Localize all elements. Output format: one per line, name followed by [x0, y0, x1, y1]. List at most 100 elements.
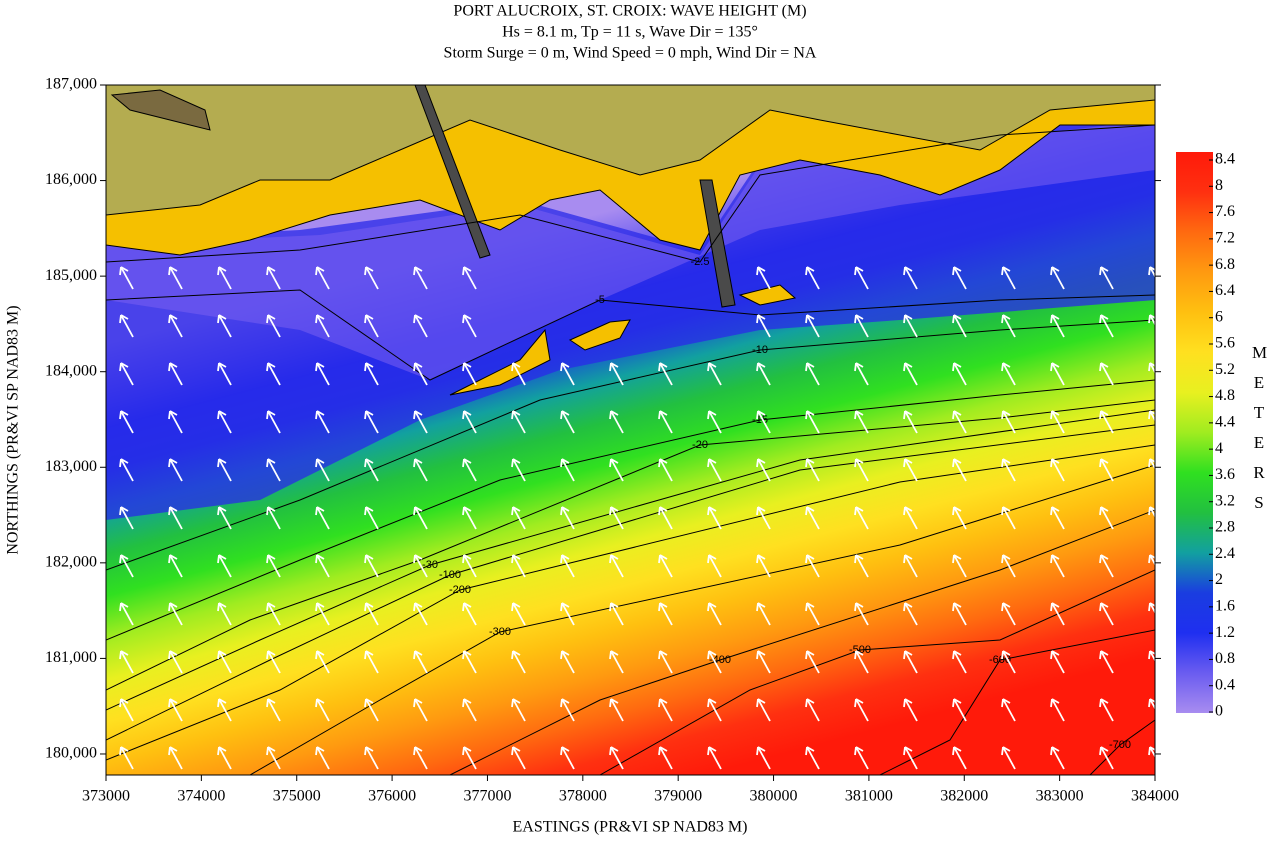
- colorbar-tick-label: 4.4: [1215, 414, 1235, 431]
- wave-arrow: [511, 554, 526, 578]
- wave-arrow: [560, 554, 575, 578]
- wave-arrow: [511, 746, 526, 770]
- wave-arrow: [1001, 698, 1016, 722]
- wave-arrow: [1050, 458, 1065, 482]
- contour-line: [106, 289, 1155, 381]
- contour-label: -100: [439, 569, 461, 581]
- wave-arrow: [315, 266, 330, 290]
- wave-arrow: [119, 266, 134, 290]
- y-tick-label: 184,000: [45, 362, 97, 379]
- colorbar: [1176, 152, 1213, 713]
- contour-label: -300: [489, 626, 511, 638]
- wave-arrow: [119, 746, 134, 770]
- wave-arrow: [364, 602, 379, 626]
- x-tick-label: 381000: [845, 788, 893, 805]
- contour-line: [106, 424, 1155, 741]
- wave-arrow: [609, 410, 624, 434]
- wave-arrow: [952, 554, 967, 578]
- wave-arrow: [168, 746, 183, 770]
- wave-arrow: [217, 602, 232, 626]
- wave-arrow: [1099, 506, 1114, 530]
- contour-label: -700: [1109, 739, 1131, 751]
- wave-arrow: [364, 362, 379, 386]
- wave-arrow: [364, 410, 379, 434]
- wave-arrow: [266, 506, 281, 530]
- wave-arrow: [315, 410, 330, 434]
- y-tick-label: 181,000: [45, 649, 97, 666]
- wave-arrow: [658, 410, 673, 434]
- wave-arrow: [609, 746, 624, 770]
- wave-arrow: [266, 698, 281, 722]
- wave-arrow: [756, 410, 771, 434]
- wave-arrow: [364, 458, 379, 482]
- wave-arrow: [364, 554, 379, 578]
- wave-arrow: [511, 602, 526, 626]
- x-tick-label: 379000: [654, 788, 702, 805]
- y-tick-label: 185,000: [45, 267, 97, 284]
- x-tick-label: 375000: [273, 788, 321, 805]
- wave-arrow: [560, 362, 575, 386]
- wave-arrow: [707, 362, 722, 386]
- wave-arrow: [1148, 314, 1155, 327]
- wave-arrow: [266, 314, 281, 338]
- x-tick-label: 382000: [940, 788, 988, 805]
- y-tick-label: 186,000: [45, 171, 97, 188]
- wave-arrow: [609, 362, 624, 386]
- contour-label: -2.5: [691, 256, 710, 268]
- wave-arrow: [560, 650, 575, 674]
- wave-arrow: [462, 314, 477, 338]
- wave-arrow: [903, 362, 918, 386]
- wave-arrow: [1001, 602, 1016, 626]
- wave-arrow: [364, 506, 379, 530]
- wave-arrow: [1099, 698, 1114, 722]
- wave-arrow: [658, 362, 673, 386]
- y-axis-label: NORTHINGS (PR&VI SP NAD83 M): [5, 305, 22, 554]
- wave-arrow: [903, 458, 918, 482]
- wave-arrow: [119, 362, 134, 386]
- wave-arrow: [854, 746, 869, 770]
- wave-arrow: [1099, 266, 1114, 290]
- wave-arrow: [462, 506, 477, 530]
- x-tick-label: 384000: [1131, 788, 1179, 805]
- wave-arrow: [903, 746, 918, 770]
- wave-arrow: [462, 698, 477, 722]
- wave-arrow: [609, 698, 624, 722]
- wave-arrow: [756, 314, 771, 338]
- wave-arrow: [609, 602, 624, 626]
- colorbar-tick-label: 5.2: [1215, 361, 1235, 378]
- wave-arrow: [609, 458, 624, 482]
- contour-line: [249, 464, 1155, 775]
- wave-arrow: [266, 554, 281, 578]
- wave-arrow: [364, 746, 379, 770]
- wave-arrow: [119, 554, 134, 578]
- wave-arrow: [1148, 506, 1155, 519]
- wave-arrow: [462, 554, 477, 578]
- contour-line: [599, 569, 1155, 775]
- wave-arrow: [217, 506, 232, 530]
- wave-arrow: [854, 410, 869, 434]
- contour-label: -200: [449, 584, 471, 596]
- wave-arrow: [462, 458, 477, 482]
- wave-arrow: [119, 458, 134, 482]
- wave-arrow: [315, 506, 330, 530]
- wave-arrow: [364, 650, 379, 674]
- island: [738, 284, 797, 306]
- wave-arrow: [315, 602, 330, 626]
- wave-arrow: [903, 650, 918, 674]
- colorbar-tick-label: 2.4: [1215, 545, 1235, 562]
- wave-arrow: [462, 602, 477, 626]
- wave-arrow: [854, 266, 869, 290]
- wave-arrow: [315, 650, 330, 674]
- wave-arrow: [903, 698, 918, 722]
- wave-arrow: [952, 362, 967, 386]
- wave-arrow: [1050, 554, 1065, 578]
- wave-arrow: [1148, 458, 1155, 471]
- wave-arrow: [364, 698, 379, 722]
- wave-arrow: [903, 554, 918, 578]
- wave-arrow: [1099, 650, 1114, 674]
- x-tick-label: 373000: [82, 788, 130, 805]
- wave-arrow: [266, 362, 281, 386]
- wave-arrow: [315, 362, 330, 386]
